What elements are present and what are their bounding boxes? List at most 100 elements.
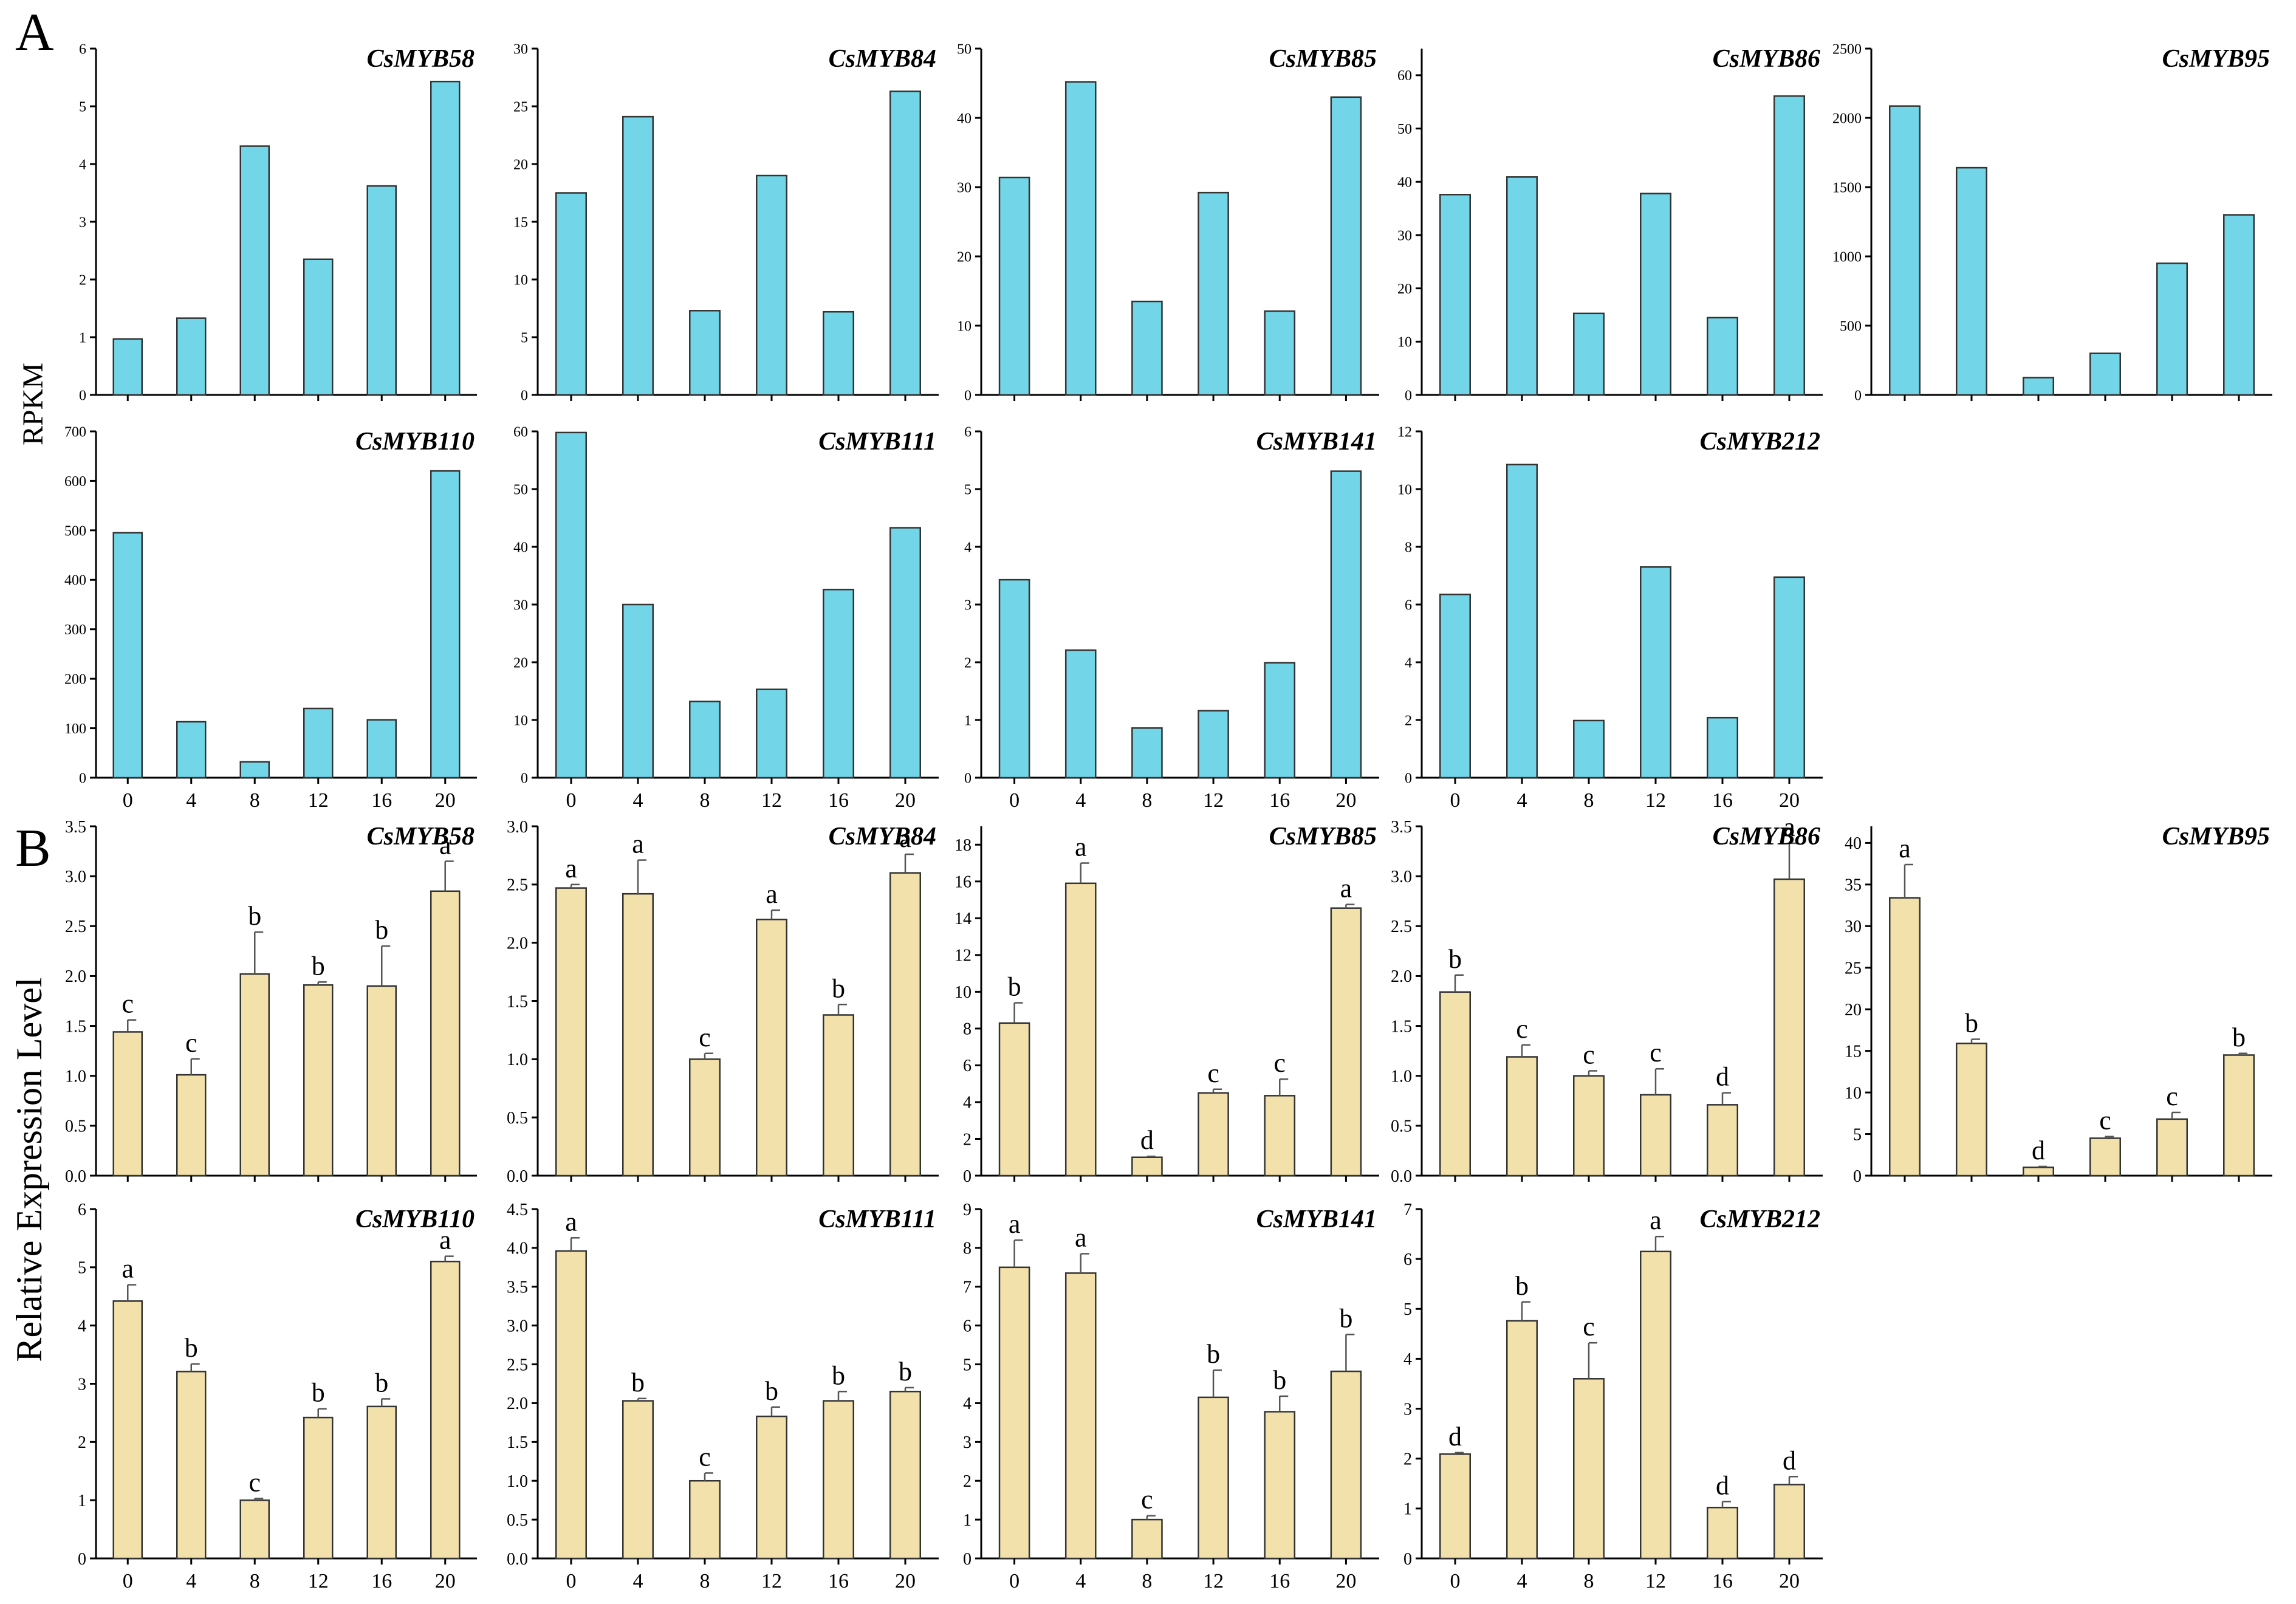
x-tick-label: 4 [186, 1570, 196, 1592]
significance-letter: b [631, 1368, 645, 1397]
chart-title: CsMYB141 [1256, 428, 1377, 456]
y-tick-label: 1.0 [1391, 1068, 1412, 1086]
y-tick-label: 6 [1403, 1250, 1412, 1269]
x-tick-label: 0 [123, 789, 133, 812]
y-tick-label: 50 [513, 482, 528, 498]
x-tick-label: 0 [566, 1570, 577, 1592]
bar-16 [1264, 1411, 1296, 1560]
y-tick-label: 3 [1403, 1400, 1412, 1419]
bar-16 [366, 185, 397, 396]
x-tick-label: 8 [1584, 1570, 1594, 1592]
significance-letter: d [1140, 1125, 1154, 1155]
y-tick-label: 600 [64, 474, 86, 490]
y-tick-label: 2.0 [507, 934, 528, 953]
bar-20 [1773, 95, 1805, 396]
chart-b-csmyb85: 0 2 4 6 8 10 12 14 16 18 b a d c c a CsMYB85 [954, 823, 1379, 1186]
y-tick-label: 2.0 [507, 1394, 528, 1413]
chart-a-csmyb85: 0 10 20 30 40 50 CsMYB85 [957, 41, 1379, 403]
y-tick-label: 6 [964, 424, 972, 440]
bar-0 [112, 1300, 143, 1560]
y-tick-label: 0 [78, 1550, 86, 1569]
y-tick-label: 40 [957, 111, 972, 126]
y-tick-label: 0.0 [1391, 1167, 1412, 1186]
y-tick-label: 0 [521, 388, 528, 403]
y-tick-label: 14 [954, 910, 972, 928]
significance-letter: a [565, 1207, 577, 1236]
x-tick-label: 4 [1517, 789, 1527, 812]
bar-16 [1264, 662, 1296, 779]
y-tick-label: 1.5 [65, 1017, 86, 1036]
bar-12 [303, 984, 334, 1177]
y-tick-label: 50 [1397, 122, 1412, 137]
y-tick-label: 0 [1405, 770, 1412, 786]
bar-8 [689, 310, 721, 396]
bar-20 [889, 1391, 921, 1560]
chart-title: CsMYB212 [1700, 428, 1820, 456]
y-tick-label: 18 [954, 836, 972, 855]
y-tick-label: 3 [964, 597, 972, 613]
y-tick-label: 10 [1397, 335, 1412, 351]
significance-letter: b [899, 1357, 912, 1386]
chart-title: CsMYB110 [355, 1205, 475, 1233]
bar-16 [823, 1400, 854, 1560]
significance-letter: b [1965, 1008, 1978, 1038]
chart-a-csmyb95: 0 500 1000 1500 2000 2500 CsMYB95 [1832, 41, 2272, 403]
y-tick-label: 5 [79, 99, 86, 115]
chart-title: CsMYB84 [829, 823, 936, 851]
y-tick-label: 5 [963, 1356, 972, 1374]
chart-b-csmyb111: 0.0 0.5 1.0 1.5 2.0 2.5 3.0 3.5 4.0 4.5 a 0 b 4 c 8 b 12 b… [507, 1201, 939, 1592]
y-tick-label: 10 [1397, 482, 1412, 498]
bar-0 [998, 1022, 1030, 1177]
chart-a-csmyb111: 0 10 20 30 40 50 60 0 4 8 12 16 20 CsMYB111 [513, 424, 939, 812]
y-tick-label: 0 [963, 1167, 972, 1186]
chart-b-csmyb95: 0 5 10 15 20 25 30 35 40 a b d c c b CsMYB95 [1845, 823, 2272, 1186]
bar-16 [1707, 317, 1738, 396]
y-tick-label: 0 [963, 1550, 972, 1569]
y-tick-label: 2 [964, 655, 972, 671]
relative-expression-axis-label: Relative Expression Level [9, 977, 49, 1362]
chart-title: CsMYB141 [1256, 1205, 1377, 1233]
bar-16 [1264, 310, 1296, 396]
x-tick-label: 12 [308, 789, 329, 812]
significance-letter: d [1716, 1062, 1729, 1092]
bar-4 [1506, 1056, 1538, 1177]
x-tick-label: 20 [435, 1570, 456, 1592]
bar-16 [823, 1014, 854, 1177]
bar-0 [112, 1031, 143, 1177]
significance-letter: b [1515, 1271, 1529, 1301]
y-tick-label: 60 [1397, 68, 1412, 84]
y-tick-label: 1 [964, 713, 972, 728]
y-tick-label: 8 [1405, 540, 1412, 555]
x-tick-label: 4 [633, 1570, 643, 1592]
bar-16 [366, 985, 397, 1177]
y-tick-label: 4 [1405, 655, 1412, 671]
y-tick-label: 0 [964, 388, 972, 403]
y-tick-label: 20 [513, 157, 528, 173]
significance-letter: b [832, 973, 845, 1003]
significance-letter: c [1650, 1038, 1662, 1068]
bar-0 [112, 338, 143, 396]
y-tick-label: 0.5 [507, 1109, 528, 1128]
bar-12 [756, 919, 787, 1177]
significance-letter: a [766, 879, 778, 909]
significance-letter: a [1075, 832, 1087, 862]
bar-16 [2156, 1118, 2188, 1177]
y-tick-label: 1.0 [65, 1068, 86, 1086]
x-tick-label: 20 [1779, 789, 1800, 812]
bar-20 [430, 890, 461, 1177]
x-tick-label: 0 [566, 789, 577, 812]
y-tick-label: 1500 [1832, 180, 1862, 196]
x-tick-label: 0 [1009, 789, 1019, 812]
significance-letter: a [565, 854, 577, 883]
bar-4 [1506, 176, 1538, 396]
significance-letter: c [699, 1442, 711, 1472]
y-tick-label: 3.5 [65, 818, 86, 837]
significance-letter: b [1448, 944, 1462, 974]
y-tick-label: 1000 [1832, 249, 1862, 265]
bar-8 [239, 145, 270, 396]
bar-0 [555, 1250, 587, 1560]
significance-letter: c [122, 989, 134, 1019]
